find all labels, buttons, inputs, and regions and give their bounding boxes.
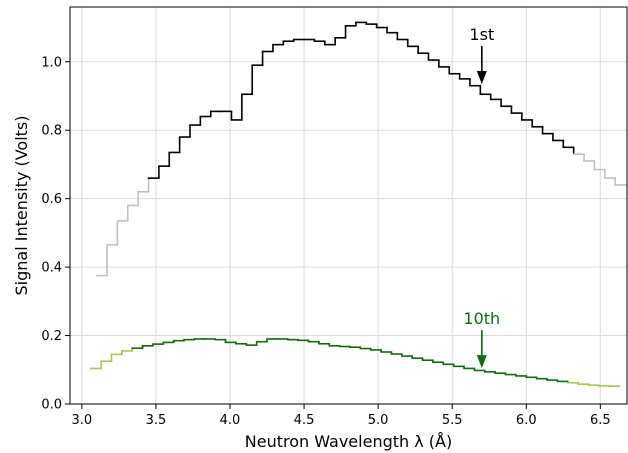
x-tick-label: 6.0 [516,413,537,428]
series-layer [89,21,627,388]
x-tick-label: 6.5 [590,413,611,428]
x-tick-label: 3.5 [146,413,167,428]
y-tick-label: 0.0 [41,398,62,413]
y-tick-label: 0.2 [41,329,62,344]
y-tick-label: 0.6 [41,192,62,207]
x-tick-label: 5.0 [368,413,389,428]
plot-area [69,6,628,405]
annotation-label: 10th [463,309,500,328]
series-first-order [95,21,627,277]
axis-ticks: 3.0 3.5 4.0 4.5 5.0 5.5 6.0 6.5 0.0 0.2 0.4 0.6 0.8 1… [41,55,610,428]
y-tick-label: 0.8 [41,124,62,139]
y-tick-label: 0.4 [41,261,62,276]
y-axis-label: Signal Intensity (Volts) [12,116,31,296]
x-tick-label: 5.5 [442,413,463,428]
y-tick-label: 1.0 [41,55,62,70]
annotations: 1st 10th [463,25,500,369]
annotation-label: 1st [469,25,494,44]
series-tenth-order [89,338,621,388]
annotation-arrow-head [476,355,487,369]
x-tick-label: 3.0 [72,413,93,428]
x-tick-label: 4.0 [220,413,241,428]
annotation-arrow-head [476,71,487,85]
x-axis-label: Neutron Wavelength λ (Å) [245,432,452,451]
x-tick-label: 4.5 [294,413,315,428]
